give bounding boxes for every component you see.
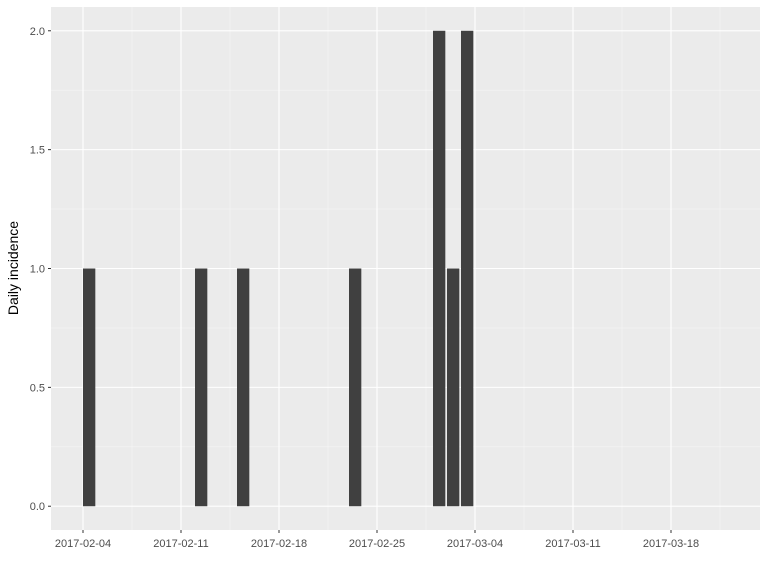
bar	[349, 268, 362, 507]
x-tick-label: 2017-03-11	[545, 538, 600, 550]
x-tick-label: 2017-03-18	[643, 538, 699, 550]
x-tick-label: 2017-02-04	[55, 538, 111, 550]
y-tick-label: 1.0	[30, 264, 45, 276]
x-tick-label: 2017-02-11	[153, 538, 208, 550]
bar	[195, 268, 208, 507]
y-tick-label: 1.5	[30, 145, 45, 157]
bar	[433, 30, 446, 507]
x-tick-label: 2017-02-25	[349, 538, 405, 550]
bar	[83, 268, 96, 507]
x-tick-label: 2017-03-04	[447, 538, 503, 550]
y-tick-label: 0.0	[30, 501, 45, 513]
x-tick-label: 2017-02-18	[251, 538, 307, 550]
bar	[237, 268, 250, 507]
bar	[461, 30, 474, 507]
bar	[447, 268, 460, 507]
y-tick-label: 0.5	[30, 382, 45, 394]
y-tick-label: 2.0	[30, 26, 45, 38]
y-axis-label: Daily incidence	[5, 221, 21, 315]
